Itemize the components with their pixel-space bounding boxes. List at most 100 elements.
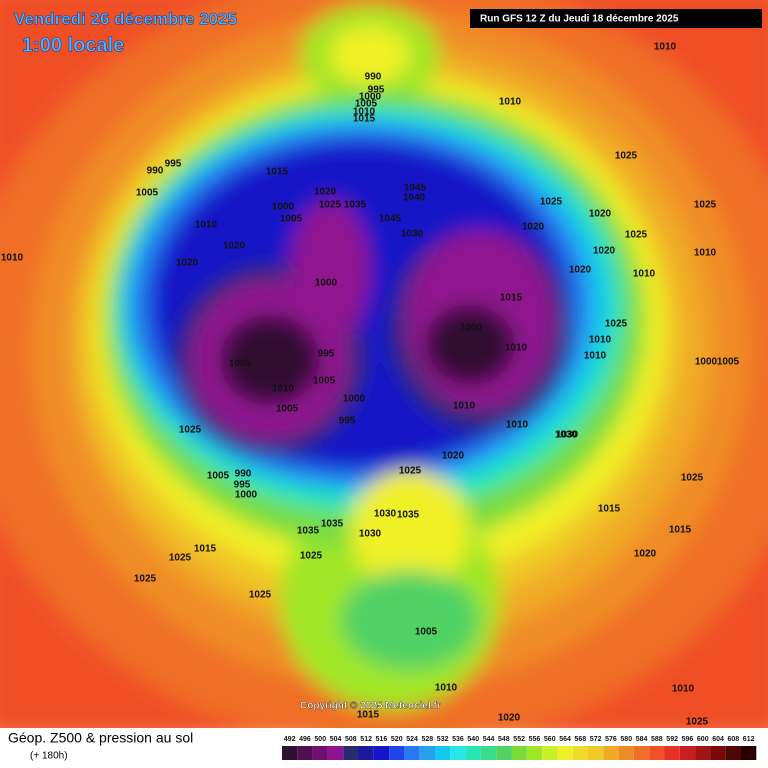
isobar-label: 1005 bbox=[207, 471, 230, 482]
height-field bbox=[0, 0, 768, 750]
isobar-label: 1010 bbox=[654, 42, 677, 53]
isobar-label: 1000 bbox=[272, 202, 295, 213]
scale-label: 588 bbox=[651, 736, 663, 743]
scale-swatch bbox=[679, 746, 696, 760]
isobar-label: 1015 bbox=[353, 114, 376, 125]
isobar-label: 995 bbox=[318, 349, 335, 360]
scale-swatch bbox=[603, 746, 619, 760]
isobar-label: 1020 bbox=[176, 258, 199, 269]
scale-swatch bbox=[327, 746, 344, 760]
run-info: Run GFS 12 Z du Jeudi 18 décembre 2025 bbox=[480, 14, 679, 25]
scale-label: 568 bbox=[575, 736, 587, 743]
scale-label: 572 bbox=[590, 736, 602, 743]
scale-label: 536 bbox=[452, 736, 464, 743]
isobar-label: 990 bbox=[235, 469, 252, 480]
scale-label: 592 bbox=[666, 736, 678, 743]
isobar-label: 1020 bbox=[223, 241, 246, 252]
scale-label: 564 bbox=[559, 736, 571, 743]
isobar-label: 1000 bbox=[343, 394, 366, 405]
isobar-label: 1040 bbox=[403, 193, 426, 204]
scale-label: 580 bbox=[620, 736, 632, 743]
scale-swatch bbox=[588, 746, 604, 760]
isobar-label: 1030 bbox=[555, 430, 578, 441]
scale-swatch bbox=[725, 746, 741, 760]
isobar-label: 1010 bbox=[272, 384, 295, 395]
isobar-label: 1025 bbox=[625, 230, 648, 241]
scale-label: 604 bbox=[712, 736, 724, 743]
scale-label: 500 bbox=[314, 736, 326, 743]
isobar-label: 1020 bbox=[569, 265, 592, 276]
isobar-label: 995 bbox=[368, 85, 385, 96]
isobar-label: 1010 bbox=[589, 335, 612, 346]
isobar-label: 1020 bbox=[498, 713, 521, 724]
local-time: 1:00 locale bbox=[22, 34, 124, 56]
scale-swatch bbox=[511, 746, 527, 760]
isobar-label: 1010 bbox=[584, 351, 607, 362]
scale-swatch bbox=[343, 746, 359, 760]
scale-swatch bbox=[389, 746, 405, 760]
scale-label: 520 bbox=[391, 736, 403, 743]
isobar-label: 1000 bbox=[359, 92, 382, 103]
scale-swatch bbox=[435, 746, 451, 760]
isobar-label: 1030 bbox=[359, 529, 382, 540]
isobar-label: 1010 bbox=[435, 683, 458, 694]
isobar-label: 1025 bbox=[169, 553, 192, 564]
scale-swatch bbox=[496, 746, 512, 760]
isobar-label: 1010 bbox=[195, 220, 218, 231]
scale-label: 540 bbox=[467, 736, 479, 743]
isobar-label: 1005 bbox=[313, 376, 336, 387]
isobar-label: 990 bbox=[365, 72, 382, 83]
isobar-label: 1010 bbox=[505, 343, 528, 354]
isobar-label: 1020 bbox=[522, 222, 545, 233]
isobar-label: 1015 bbox=[357, 710, 380, 721]
isobar-label: 1005 bbox=[280, 214, 303, 225]
isobar-label: 1025 bbox=[681, 473, 704, 484]
scale-swatch bbox=[480, 746, 497, 760]
isobar-label: 1010 bbox=[499, 97, 522, 108]
isobar-label: 1035 bbox=[397, 510, 420, 521]
isobar-label: 1005 bbox=[717, 357, 740, 368]
isobar-label: 1010 bbox=[506, 420, 529, 431]
scale-label: 492 bbox=[284, 736, 296, 743]
scale-label: 612 bbox=[743, 736, 755, 743]
isobar-label: 1015 bbox=[598, 504, 621, 515]
isobar-label: 1030 bbox=[556, 430, 579, 441]
isobar-label: 1035 bbox=[344, 200, 367, 211]
scale-swatch bbox=[404, 746, 420, 760]
isobar-label: 1010 bbox=[1, 253, 24, 264]
scale-label: 524 bbox=[406, 736, 418, 743]
scale-label: 584 bbox=[636, 736, 648, 743]
isobar-label: 995 bbox=[339, 416, 356, 427]
isobar-label: 1030 bbox=[374, 509, 397, 520]
isobar-label: 990 bbox=[147, 166, 164, 177]
scale-label: 512 bbox=[360, 736, 372, 743]
scale-label: 508 bbox=[345, 736, 357, 743]
scale-swatch bbox=[450, 746, 466, 760]
scale-swatch bbox=[312, 746, 328, 760]
isobar-label: 1025 bbox=[399, 466, 422, 477]
isobar-label: 1015 bbox=[266, 167, 289, 178]
scale-label: 504 bbox=[330, 736, 342, 743]
scale-label: 532 bbox=[437, 736, 449, 743]
scale-swatch bbox=[695, 746, 711, 760]
scale-swatch bbox=[649, 746, 665, 760]
isobar-label: 1005 bbox=[415, 627, 438, 638]
isobar-label: 1010 bbox=[672, 684, 695, 695]
isobar-label: 1000 bbox=[235, 490, 258, 501]
scale-label: 576 bbox=[605, 736, 617, 743]
scale-label: 560 bbox=[544, 736, 556, 743]
isobar-label: 1025 bbox=[615, 151, 638, 162]
isobar-label: 995 bbox=[165, 159, 182, 170]
scale-swatch bbox=[557, 746, 573, 760]
scale-swatch bbox=[618, 746, 634, 760]
isobar-label: 1015 bbox=[500, 293, 523, 304]
scale-swatch bbox=[526, 746, 543, 760]
isobar-label: 1020 bbox=[314, 187, 337, 198]
lead-time: (+ 180h) bbox=[30, 751, 68, 762]
isobar-label: 1000 bbox=[315, 278, 338, 289]
isobar-label: 1045 bbox=[404, 183, 427, 194]
scale-swatch bbox=[419, 746, 435, 760]
isobar-label: 1010 bbox=[633, 269, 656, 280]
isobar-label: 1025 bbox=[249, 590, 272, 601]
isobar-label: 1035 bbox=[321, 519, 344, 530]
